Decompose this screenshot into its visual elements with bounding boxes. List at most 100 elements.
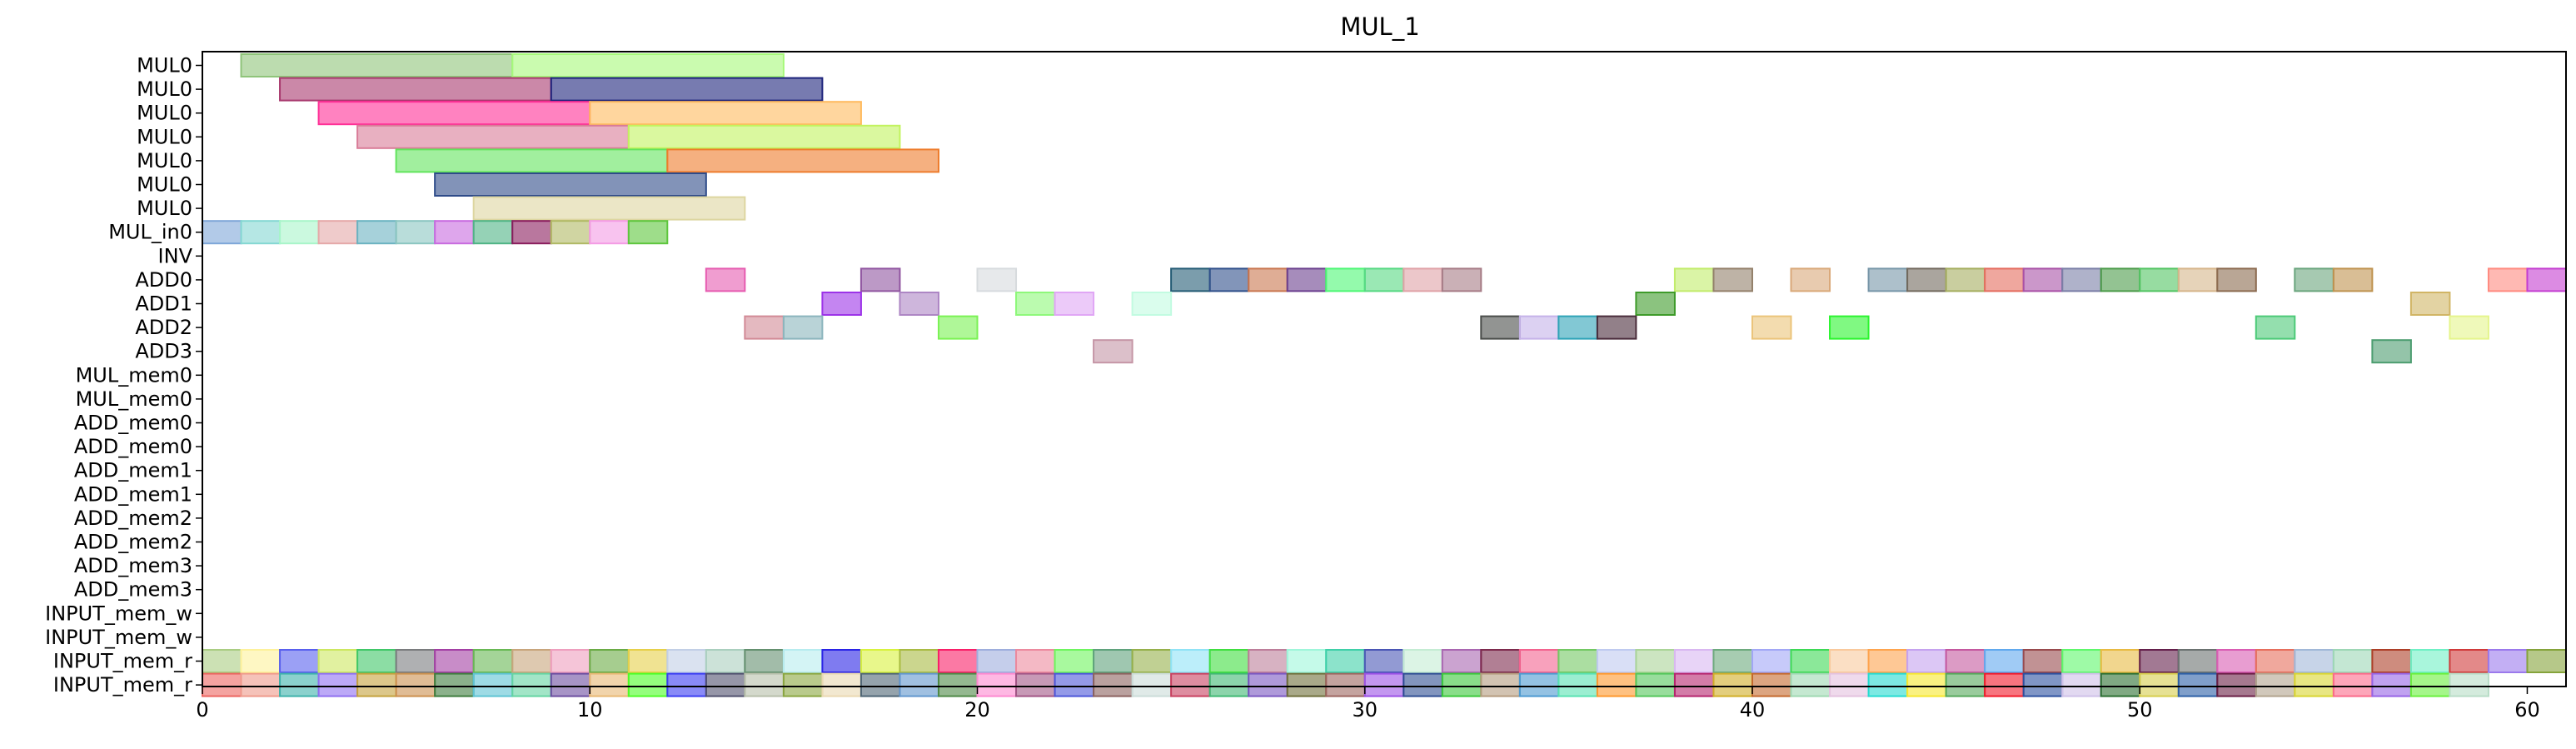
gantt-bar [1131, 672, 1173, 697]
gantt-bar [2449, 649, 2489, 673]
gantt-bar [2255, 315, 2296, 340]
y-tick-label: INV [158, 244, 193, 267]
gantt-bar [434, 220, 475, 245]
gantt-bar [2409, 672, 2451, 697]
gantt-bar [1829, 672, 1870, 697]
x-tick-label: 40 [1740, 698, 1766, 722]
gantt-bar [782, 649, 824, 673]
gantt-bar [1286, 672, 1328, 697]
gantt-bar [511, 672, 552, 697]
gantt-bar [1015, 292, 1056, 316]
gantt-bar [705, 267, 746, 292]
gantt-bar [1867, 649, 1909, 673]
gantt-bar [937, 649, 979, 673]
gantt-bar [279, 77, 552, 102]
gantt-bar [1635, 649, 1676, 673]
gantt-bar [859, 672, 901, 697]
gantt-bar [511, 649, 552, 673]
gantt-bar [395, 672, 436, 697]
gantt-bar [1596, 649, 1637, 673]
gantt-bar [821, 649, 862, 673]
gantt-bar [1867, 267, 1909, 292]
gantt-bar [2255, 649, 2296, 673]
gantt-bar [2216, 672, 2257, 697]
gantt-bar [589, 101, 862, 126]
gantt-bar [1325, 672, 1366, 697]
gantt-bar [2177, 649, 2219, 673]
gantt-bar [1480, 649, 1521, 673]
gantt-bar [472, 220, 514, 245]
gantt-bar [627, 649, 669, 673]
gantt-bar [899, 292, 939, 316]
gantt-bar [1248, 672, 1288, 697]
gantt-bar [317, 649, 359, 673]
gantt-bar [1557, 649, 1598, 673]
gantt-bar [550, 672, 591, 697]
gantt-bar [1208, 649, 1250, 673]
gantt-bar [1635, 292, 1676, 316]
y-tick-label: ADD_mem3 [74, 554, 192, 577]
gantt-bar [240, 220, 282, 245]
x-tick-label: 60 [2514, 698, 2540, 722]
gantt-bar [2061, 672, 2102, 697]
gantt-bar [859, 649, 901, 673]
gantt-bar [395, 220, 436, 245]
gantt-bar [1712, 649, 1753, 673]
gantt-bar [240, 649, 282, 673]
gantt-bar [317, 101, 591, 126]
gantt-bar [279, 220, 320, 245]
y-tick-label: MUL0 [137, 77, 192, 101]
x-tick-label: 20 [964, 698, 990, 722]
gantt-bar [1829, 649, 1870, 673]
gantt-bar [356, 220, 397, 245]
gantt-bar [2409, 292, 2451, 316]
gantt-bar [550, 220, 591, 245]
x-tick-label: 30 [1352, 698, 1378, 722]
gantt-bar [1286, 649, 1328, 673]
gantt-bar [1790, 267, 1831, 292]
gantt-bar [1906, 267, 1947, 292]
gantt-bar [2139, 649, 2180, 673]
gantt-bar [2332, 672, 2374, 697]
gantt-bar [1403, 672, 1443, 697]
gantt-bar [627, 220, 669, 245]
gantt-bar [1518, 649, 1560, 673]
x-tick-label: 50 [2127, 698, 2153, 722]
gantt-bar [2371, 649, 2412, 673]
gantt-bar [1054, 292, 1095, 316]
gantt-bar [1673, 267, 1715, 292]
y-tick-label: INPUT_mem_w [45, 626, 192, 649]
gantt-bar [2139, 267, 2180, 292]
y-tick-label: INPUT_mem_r [53, 673, 192, 697]
gantt-bar [1363, 267, 1405, 292]
gantt-bar [2294, 672, 2334, 697]
gantt-bar [744, 649, 785, 673]
gantt-bar [2294, 267, 2334, 292]
gantt-bar [1363, 649, 1405, 673]
gantt-bar [1208, 267, 1250, 292]
gantt-bar [2255, 672, 2296, 697]
gantt-bar [1248, 649, 1288, 673]
chart-title: MUL_1 [1340, 12, 1419, 41]
gantt-bar [1751, 315, 1792, 340]
gantt-bar [744, 315, 785, 340]
gantt-bar [2022, 267, 2064, 292]
gantt-bar [1906, 672, 1947, 697]
y-tick-label: ADD2 [135, 316, 192, 339]
gantt-bar [240, 672, 282, 697]
gantt-bar [1557, 672, 1598, 697]
gantt-bar [511, 220, 552, 245]
y-tick-label: ADD_mem0 [74, 412, 192, 435]
gantt-bar [666, 672, 707, 697]
gantt-bar [2216, 649, 2257, 673]
gantt-bar [2022, 649, 2064, 673]
gantt-bar [2022, 672, 2064, 697]
gantt-bar [550, 649, 591, 673]
gantt-bar [317, 220, 359, 245]
gantt-bar [434, 649, 475, 673]
gantt-bar [2100, 649, 2141, 673]
gantt-bar [2371, 672, 2412, 697]
gantt-bar [279, 649, 320, 673]
gantt-bar [2061, 649, 2102, 673]
